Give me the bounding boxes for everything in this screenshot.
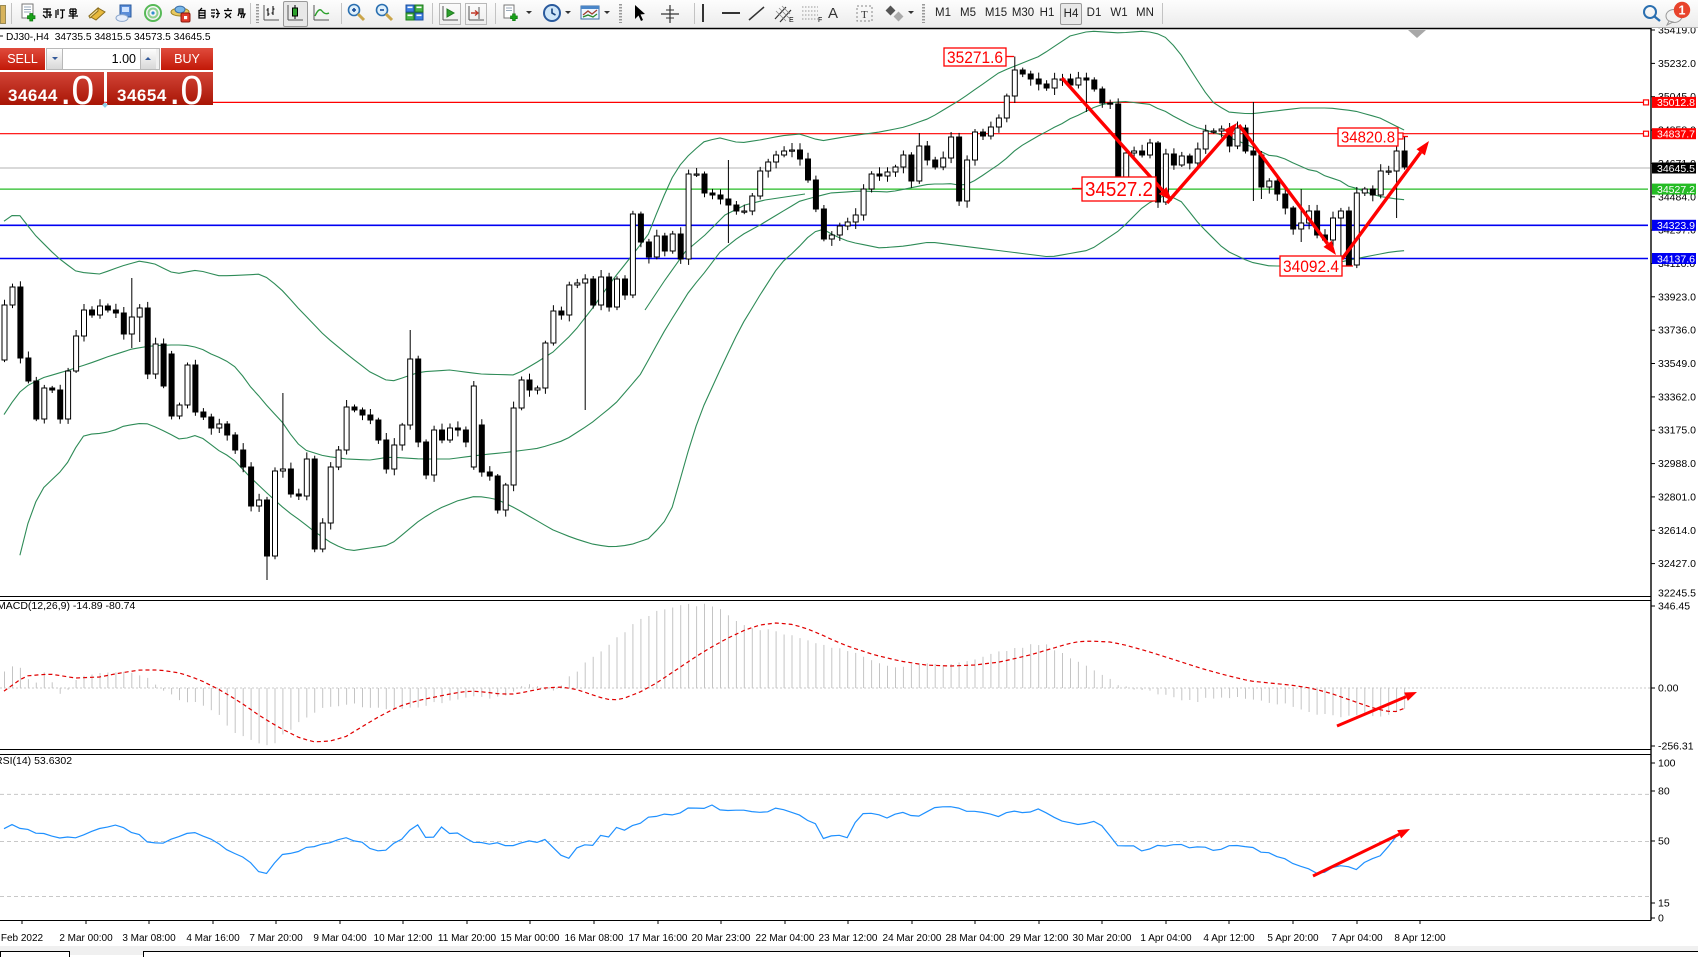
svg-text:T: T — [861, 9, 868, 21]
svg-text:RSI(14) 53.6302: RSI(14) 53.6302 — [0, 755, 72, 767]
svg-text:F: F — [818, 17, 822, 24]
svg-text:23 Mar 12:00: 23 Mar 12:00 — [819, 933, 878, 944]
svg-text:-256.31: -256.31 — [1658, 741, 1694, 753]
svg-text:35232.0: 35232.0 — [1658, 58, 1696, 70]
svg-text:3 Mar 08:00: 3 Mar 08:00 — [122, 933, 176, 944]
svg-text:7 Mar 20:00: 7 Mar 20:00 — [249, 933, 303, 944]
svg-text:346.45: 346.45 — [1658, 601, 1690, 613]
svg-text:20 Mar 23:00: 20 Mar 23:00 — [692, 933, 751, 944]
svg-text:33549.0: 33549.0 — [1658, 358, 1696, 370]
svg-text:22 Mar 04:00: 22 Mar 04:00 — [756, 933, 815, 944]
svg-text:15 Mar 00:00: 15 Mar 00:00 — [501, 933, 560, 944]
svg-text:16 Mar 08:00: 16 Mar 08:00 — [565, 933, 624, 944]
svg-text:33175.0: 33175.0 — [1658, 425, 1696, 437]
svg-text:10 Mar 12:00: 10 Mar 12:00 — [374, 933, 433, 944]
svg-text:8 Apr 12:00: 8 Apr 12:00 — [1394, 933, 1446, 944]
svg-text:35271.6: 35271.6 — [947, 49, 1003, 67]
svg-text:34527.2: 34527.2 — [1657, 184, 1695, 196]
svg-text:11 Mar 20:00: 11 Mar 20:00 — [438, 933, 497, 944]
svg-text:4 Mar 16:00: 4 Mar 16:00 — [186, 933, 240, 944]
svg-text:30 Mar 20:00: 30 Mar 20:00 — [1073, 933, 1132, 944]
svg-text:34323.9: 34323.9 — [1657, 220, 1695, 232]
svg-text:0: 0 — [1658, 913, 1664, 925]
svg-text:4 Apr 12:00: 4 Apr 12:00 — [1203, 933, 1255, 944]
svg-text:32427.0: 32427.0 — [1658, 558, 1696, 570]
svg-text:34820.8: 34820.8 — [1341, 130, 1395, 147]
svg-text:0.00: 0.00 — [1658, 683, 1679, 695]
svg-text:33923.0: 33923.0 — [1658, 291, 1696, 303]
svg-text:33736.0: 33736.0 — [1658, 325, 1696, 337]
svg-text:34837.7: 34837.7 — [1657, 129, 1695, 141]
svg-text:DJ30-,H4 34735.5 34815.5 3457: DJ30-,H4 34735.5 34815.5 34573.5 34645.5 — [6, 32, 211, 43]
svg-text:15: 15 — [1658, 898, 1670, 910]
svg-text:32801.0: 32801.0 — [1658, 491, 1696, 503]
svg-text:2 Mar 00:00: 2 Mar 00:00 — [59, 933, 113, 944]
svg-text:34645.5: 34645.5 — [1657, 163, 1695, 175]
svg-text:24 Mar 20:00: 24 Mar 20:00 — [883, 933, 942, 944]
svg-text:29 Mar 12:00: 29 Mar 12:00 — [1010, 933, 1069, 944]
svg-text:34527.2: 34527.2 — [1085, 179, 1153, 201]
svg-text:32245.5: 32245.5 — [1658, 588, 1696, 600]
svg-text:E: E — [789, 17, 794, 24]
svg-text:28 Mar 04:00: 28 Mar 04:00 — [946, 933, 1005, 944]
svg-text:9 Mar 04:00: 9 Mar 04:00 — [313, 933, 367, 944]
svg-text:MACD(12,26,9) -14.89 -80.74: MACD(12,26,9) -14.89 -80.74 — [0, 600, 135, 612]
svg-text:50: 50 — [1658, 836, 1670, 848]
svg-text:34092.4: 34092.4 — [1283, 257, 1339, 276]
svg-text:100: 100 — [1658, 758, 1676, 770]
svg-text:5 Apr 20:00: 5 Apr 20:00 — [1267, 933, 1319, 944]
svg-text:1: 1 — [1679, 4, 1686, 18]
svg-text:35012.8: 35012.8 — [1657, 97, 1695, 109]
svg-text:34137.6: 34137.6 — [1657, 253, 1695, 265]
svg-text:33362.0: 33362.0 — [1658, 391, 1696, 403]
svg-text:32988.0: 32988.0 — [1658, 458, 1696, 470]
svg-text:7 Apr 04:00: 7 Apr 04:00 — [1331, 933, 1383, 944]
svg-text:80: 80 — [1658, 786, 1670, 798]
svg-text:1 Apr 04:00: 1 Apr 04:00 — [1140, 933, 1192, 944]
svg-text:Feb 2022: Feb 2022 — [1, 933, 44, 944]
svg-text:32614.0: 32614.0 — [1658, 525, 1696, 537]
svg-text:17 Mar 16:00: 17 Mar 16:00 — [629, 933, 688, 944]
